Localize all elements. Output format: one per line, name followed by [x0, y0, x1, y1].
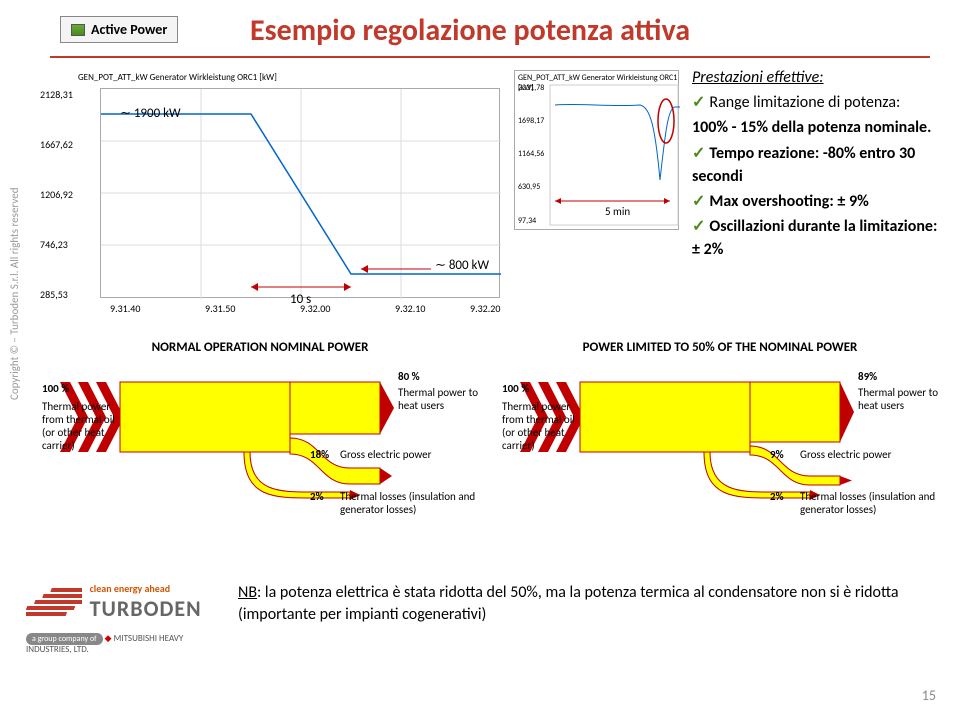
x-tick: 9.32.20 — [470, 302, 500, 315]
sankey-label: 9% — [770, 448, 784, 461]
perf-item: ✓Tempo reazione: -80% entro 30 secondi — [692, 142, 947, 188]
logo-mhi: a group company of ◆ MITSUBISHI HEAVY IN… — [26, 633, 226, 655]
slide-title: Esempio regolazione potenza attiva — [250, 12, 690, 49]
nb-note: NB: la potenza elettrica è stata ridotta… — [238, 582, 938, 627]
chart-main: GEN_POT_ATT_kW Generator Wirkleistung OR… — [40, 70, 510, 320]
sankey-label: 18% — [310, 448, 329, 461]
y-tick: 2128,31 — [40, 88, 73, 101]
sankey-label: Gross electric power — [800, 448, 891, 461]
perf-item: ✓Range limitazione di potenza: — [692, 91, 947, 114]
badge-label: Active Power — [91, 21, 167, 38]
sankey-label: Thermal losses (insulation and generator… — [800, 490, 935, 516]
ann-10s: 10 s — [290, 292, 311, 307]
perf-item: 100% - 15% della potenza nominale. — [692, 116, 947, 139]
x-tick: 9.32.10 — [395, 302, 425, 315]
logo-frame-icon — [26, 582, 82, 622]
y-tick: 285,53 — [40, 288, 68, 301]
x-tick: 9.31.50 — [205, 302, 235, 315]
sankey-label: Thermal losses (insulation and generator… — [340, 490, 475, 516]
active-power-badge: Active Power — [60, 16, 178, 43]
y-tick: 1206,92 — [40, 188, 73, 201]
power-icon — [71, 24, 85, 36]
nb-text: : la potenza elettrica è stata ridotta d… — [238, 583, 899, 624]
perf-title: Prestazioni effettive: — [692, 66, 947, 89]
sankey-title: NORMAL OPERATION NOMINAL POWER — [40, 340, 480, 355]
sankey-label: Thermal power to heat users — [398, 386, 478, 412]
sankey-label: 2% — [310, 490, 324, 503]
chart2-svg — [515, 71, 680, 231]
nb-prefix: NB — [238, 583, 257, 602]
sankey-label: Thermal power from thermal oil (or other… — [502, 400, 575, 452]
page-number: 15 — [922, 687, 936, 704]
logo-cea: clean energy ahead — [90, 582, 202, 595]
slide: Copyright © – Turboden S.r.l. All rights… — [0, 0, 960, 720]
sankey-label: 80 % — [398, 370, 420, 383]
sankey-label: 89% — [858, 370, 877, 383]
ann-800: ∼ 800 kW — [435, 258, 489, 273]
perf-item: ✓Max overshooting: ± 9% — [692, 190, 947, 213]
copyright-text: Copyright © – Turboden S.r.l. All rights… — [8, 188, 21, 400]
y-tick: 1667,62 — [40, 138, 73, 151]
sankey-label: 2% — [770, 490, 784, 503]
sankey-limited: POWER LIMITED TO 50% OF THE NOMINAL POWE… — [500, 340, 940, 550]
title-underline — [50, 56, 930, 58]
sankey-label: Thermal power to heat users — [858, 386, 938, 412]
chart1-top-label: GEN_POT_ATT_kW Generator Wirkleistung OR… — [78, 72, 277, 83]
sankey-label: 100 % — [502, 382, 529, 395]
perf-item: ✓Oscillazioni durante la limitazione: ± … — [692, 215, 947, 261]
sankey-title: POWER LIMITED TO 50% OF THE NOMINAL POWE… — [500, 340, 940, 355]
sankey-row: NORMAL OPERATION NOMINAL POWER 100 % Ther… — [40, 340, 940, 550]
chart-inset: GEN_POT_ATT_kW Generator Wirkleistung OR… — [514, 70, 679, 230]
y-tick: 746,23 — [40, 238, 68, 251]
x-tick: 9.31.40 — [110, 302, 140, 315]
logo: clean energy ahead TURBODEN a group comp… — [26, 582, 226, 655]
ann-1900: ∼ 1900 kW — [120, 106, 181, 121]
sankey-normal: NORMAL OPERATION NOMINAL POWER 100 % Ther… — [40, 340, 480, 550]
logo-brand: TURBODEN — [90, 595, 202, 622]
ann-5min: 5 min — [605, 205, 630, 218]
sankey-label: Thermal power from thermal oil (or other… — [42, 400, 115, 452]
sankey-label: Gross electric power — [340, 448, 431, 461]
sankey-label: 100 % — [42, 382, 69, 395]
performance-list: Prestazioni effettive: ✓Range limitazion… — [692, 66, 947, 262]
